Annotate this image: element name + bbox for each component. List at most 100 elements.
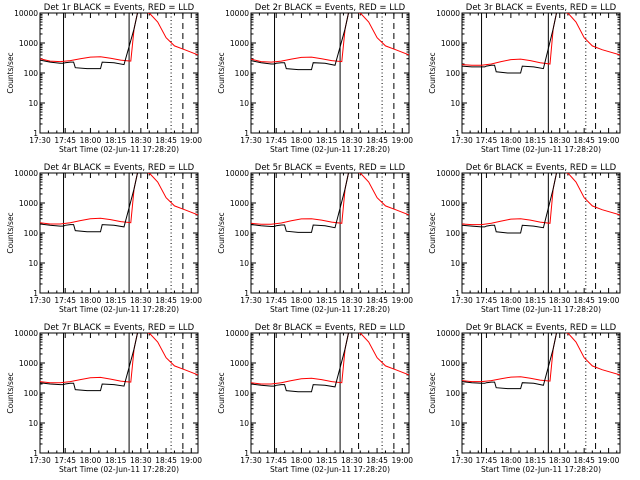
x-tick-label: 19:00 (180, 296, 202, 305)
x-tick-label: 17:45 (54, 456, 76, 465)
x-tick-label: 19:00 (180, 136, 202, 145)
x-tick-label: 18:45 (573, 456, 595, 465)
x-tick-label: 17:30 (29, 456, 51, 465)
x-tick-label: 18:15 (316, 296, 338, 305)
x-axis-label: Start Time (02-Jun-11 17:28:20) (481, 465, 601, 474)
events-series-line (251, 333, 359, 393)
x-tick-label: 18:45 (366, 456, 388, 465)
y-axis-label: Counts/sec (428, 52, 437, 93)
y-tick-label: 100 (235, 69, 250, 78)
y-tick-label: 1000 (441, 359, 460, 368)
lld-series-line (462, 173, 620, 226)
lld-series-line (40, 173, 198, 225)
x-tick-label: 18:15 (524, 296, 546, 305)
panel-title: Det 1r BLACK = Events, RED = LLD (44, 3, 195, 13)
events-series-line (40, 173, 148, 233)
y-tick-label: 100 (24, 389, 39, 398)
lld-series-line (462, 13, 620, 66)
x-tick-label: 18:45 (155, 456, 177, 465)
y-tick-label: 10000 (14, 9, 38, 18)
events-series-line (462, 13, 567, 74)
lld-series-line (40, 333, 198, 384)
y-tick-label: 1 (455, 129, 460, 138)
x-tick-label: 18:45 (155, 296, 177, 305)
x-tick-label: 17:30 (240, 136, 262, 145)
lld-series-line (251, 333, 409, 385)
x-tick-label: 18:00 (80, 296, 102, 305)
x-tick-label: 19:00 (391, 296, 413, 305)
x-tick-label: 18:30 (130, 296, 152, 305)
events-series-line (462, 333, 567, 390)
x-tick-label: 18:00 (80, 456, 102, 465)
x-axis-label: Start Time (02-Jun-11 17:28:20) (59, 465, 179, 474)
x-tick-label: 18:15 (105, 136, 127, 145)
x-tick-label: 17:30 (29, 296, 51, 305)
plot-area (40, 13, 198, 133)
y-axis-label: Counts/sec (428, 212, 437, 253)
detector-panel-8: Det 8r BLACK = Events, RED = LLD 1 10 100 10… (217, 323, 413, 474)
events-series-line (40, 13, 148, 70)
y-tick-label: 1000 (19, 39, 38, 48)
x-tick-label: 18:30 (341, 136, 363, 145)
x-tick-label: 19:00 (598, 456, 620, 465)
x-tick-label: 18:45 (155, 136, 177, 145)
x-tick-label: 18:45 (366, 136, 388, 145)
y-tick-label: 10000 (225, 169, 249, 178)
events-series-line (462, 173, 567, 234)
x-tick-label: 18:30 (549, 136, 571, 145)
y-tick-label: 10000 (436, 9, 460, 18)
x-tick-label: 17:45 (265, 456, 287, 465)
x-tick-label: 19:00 (391, 456, 413, 465)
panel-title: Det 3r BLACK = Events, RED = LLD (466, 3, 617, 13)
x-tick-label: 18:00 (80, 136, 102, 145)
x-tick-label: 18:15 (316, 136, 338, 145)
y-axis-label: Counts/sec (217, 212, 226, 253)
x-tick-label: 18:30 (549, 456, 571, 465)
y-tick-label: 100 (446, 229, 461, 238)
x-tick-label: 18:30 (130, 456, 152, 465)
y-tick-label: 10 (28, 419, 38, 428)
y-tick-label: 10 (28, 259, 38, 268)
y-tick-label: 1000 (19, 359, 38, 368)
panel-title: Det 9r BLACK = Events, RED = LLD (466, 323, 617, 333)
plot-area (251, 173, 409, 293)
y-tick-label: 1 (455, 449, 460, 458)
x-tick-label: 18:30 (130, 136, 152, 145)
x-tick-label: 19:00 (391, 136, 413, 145)
x-tick-label: 17:30 (240, 296, 262, 305)
events-series-line (251, 13, 359, 71)
detector-panel-6: Det 6r BLACK = Events, RED = LLD 1 10 100 10… (428, 163, 621, 314)
y-tick-label: 1000 (19, 199, 38, 208)
detector-panel-9: Det 9r BLACK = Events, RED = LLD 1 10 100 10… (428, 323, 621, 474)
y-tick-label: 10000 (436, 329, 460, 338)
y-tick-label: 10000 (14, 329, 38, 338)
lld-series-line (40, 13, 198, 63)
plot-frame (461, 12, 621, 134)
plot-area (40, 333, 198, 453)
y-tick-label: 1000 (230, 39, 249, 48)
y-tick-label: 10 (239, 99, 249, 108)
y-tick-label: 1000 (230, 359, 249, 368)
y-tick-label: 1000 (441, 199, 460, 208)
x-tick-label: 17:45 (54, 296, 76, 305)
y-tick-label: 10000 (436, 169, 460, 178)
y-tick-label: 1000 (441, 39, 460, 48)
detector-panel-7: Det 7r BLACK = Events, RED = LLD 1 10 100 10… (6, 323, 202, 474)
detector-panel-1: Det 1r BLACK = Events, RED = LLD 1 10 100 10… (6, 3, 202, 154)
plot-frame (461, 332, 621, 454)
y-tick-label: 100 (24, 229, 39, 238)
y-axis-label: Counts/sec (428, 372, 437, 413)
x-tick-label: 17:30 (451, 136, 473, 145)
x-tick-label: 17:30 (451, 456, 473, 465)
events-series-line (40, 333, 148, 392)
lld-series-line (251, 173, 409, 225)
panel-title: Det 6r BLACK = Events, RED = LLD (466, 163, 617, 173)
x-tick-label: 17:45 (476, 136, 498, 145)
y-tick-label: 100 (24, 69, 39, 78)
panel-title: Det 5r BLACK = Events, RED = LLD (255, 163, 406, 173)
events-series-line (251, 173, 359, 233)
y-tick-label: 100 (235, 229, 250, 238)
x-tick-label: 17:45 (54, 136, 76, 145)
y-tick-label: 100 (235, 389, 250, 398)
x-tick-label: 18:00 (291, 296, 313, 305)
